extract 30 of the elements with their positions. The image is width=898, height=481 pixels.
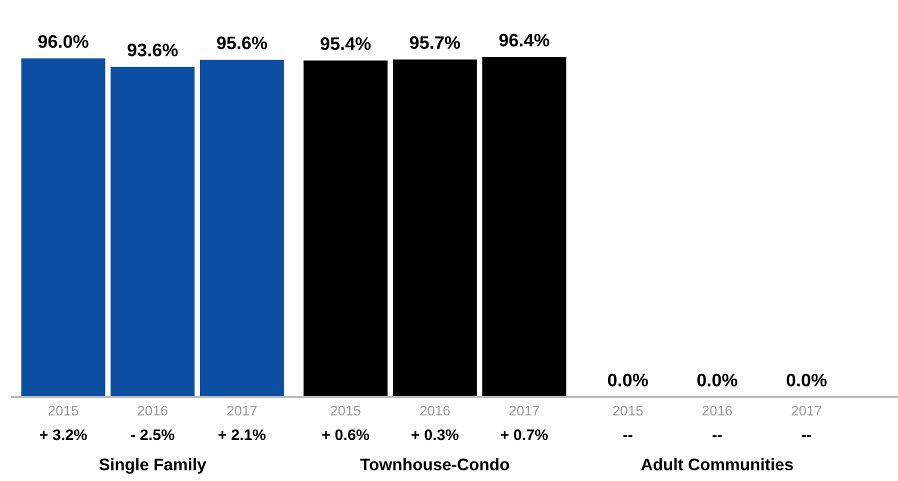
x-tick-label: 2015 (613, 406, 643, 416)
data-label: 95.4% (320, 37, 371, 50)
data-label: 95.7% (410, 36, 460, 49)
text: Adult Communities (641, 458, 793, 470)
data-label: 96.0% (38, 35, 88, 48)
text: Townhouse-Condo (360, 458, 510, 470)
x-tick-label: 2016 (702, 406, 732, 416)
x-tick-label: 2017 (792, 406, 822, 416)
text: + 0.6% (322, 429, 370, 440)
x-tick-label: 2016 (420, 406, 450, 416)
text: -- (802, 435, 811, 437)
text: -- (712, 435, 722, 437)
text: + 3.2% (40, 429, 87, 440)
x-tick-label: 2017 (509, 406, 539, 416)
x-tick-label: 2015 (330, 406, 360, 416)
data-label: 0.0% (697, 374, 738, 386)
data-label: 93.6% (128, 44, 178, 56)
text: + 0.3% (412, 429, 458, 440)
data-label: 95.6% (216, 36, 268, 50)
data-label: 96.4% (499, 34, 550, 46)
text: - 2.5% (131, 429, 174, 440)
text: -- (623, 435, 632, 437)
x-tick-label: 2016 (138, 406, 168, 416)
x-tick-label: 2017 (227, 406, 257, 416)
text: + 2.1% (218, 429, 266, 440)
x-tick-label: 2015 (48, 406, 78, 416)
text: Single Family (99, 458, 206, 474)
data-label: 0.0% (786, 374, 827, 386)
text: + 0.7% (500, 429, 548, 440)
data-label: 0.0% (608, 374, 648, 386)
